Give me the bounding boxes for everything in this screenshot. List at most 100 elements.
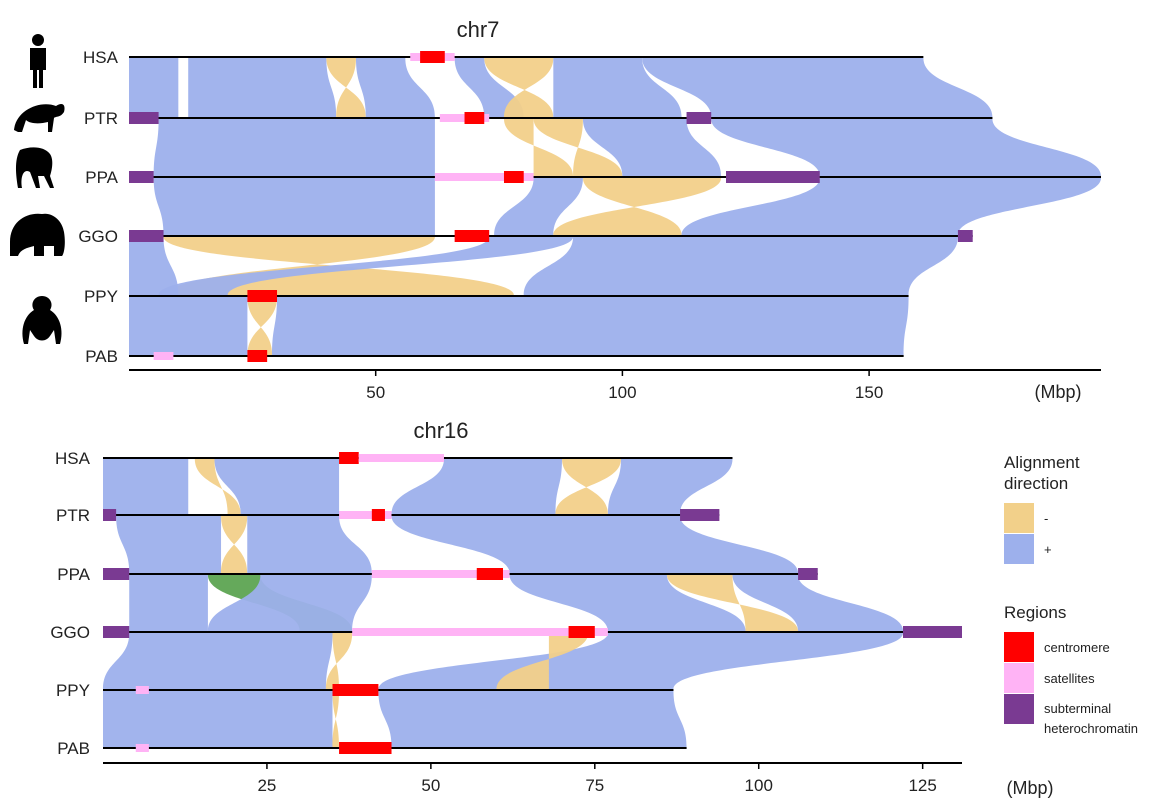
chr7-link-12: [711, 119, 1101, 176]
legend-label-satellites: satellites: [1044, 671, 1095, 686]
chr7-x-axis-label: (Mbp): [1034, 382, 1081, 402]
legend-swatch-plus: [1004, 534, 1034, 564]
chr16-link-3: [391, 459, 563, 514]
chr7-alignment-links: [129, 58, 1101, 355]
chr7-link-18: [129, 237, 179, 295]
chr7-PPA-region-satellites-1: [434, 173, 534, 181]
chr16-link-7: [221, 516, 248, 573]
human-icon: [30, 34, 46, 88]
chr7-link-19: [158, 237, 574, 295]
chr16-tick-label-100: 100: [745, 776, 773, 795]
chr7-track-label-HSA: HSA: [83, 48, 119, 67]
legend-swatch-centromere: [1004, 632, 1034, 662]
legend-label-centromere: centromere: [1044, 640, 1110, 655]
chr16-GGO-region-subterminal-3: [902, 626, 962, 638]
chr7-link-8: [153, 119, 435, 176]
chr7-track-label-PPA: PPA: [85, 168, 118, 187]
chr16-tracks: HSA PTR PPA GGO PPY PAB: [50, 449, 962, 758]
chr16-GGO-region-satellites-1: [352, 628, 608, 636]
gorilla-icon: [10, 213, 65, 256]
chr7-link-3: [355, 58, 435, 117]
legend-label-plus: +: [1044, 542, 1052, 557]
chr16-x-axis: 25 50 75 100 125: [103, 762, 962, 795]
chr16-link-10: [129, 575, 208, 631]
chr7-GGO-region-subterminal-0: [129, 230, 164, 242]
chr7-link-20: [523, 237, 958, 295]
species-icons: [10, 34, 65, 344]
chr7-link-6: [553, 58, 682, 117]
chr16-PTR-region-subterminal-0: [103, 509, 117, 521]
chr7-tracks: HSA PTR PPA GGO PPY PAB: [78, 48, 1101, 366]
chr7-link-2: [326, 58, 366, 117]
legend-swatch-subterminal: [1004, 694, 1034, 724]
chr7-tick-label-50: 50: [366, 383, 385, 402]
chr16-tick-label-125: 125: [908, 776, 936, 795]
chr16-tick-label-25: 25: [257, 776, 276, 795]
chr16-track-label-PAB: PAB: [57, 739, 90, 758]
chr7-link-9: [503, 119, 574, 176]
chr7-track-label-PAB: PAB: [85, 347, 118, 366]
legend-direction-title-line-2: direction: [1004, 474, 1068, 493]
chr7-link-16: [681, 178, 1101, 235]
chr16-link-22: [378, 691, 687, 747]
chr16-tick-label-75: 75: [585, 776, 604, 795]
chr16-track-label-HSA: HSA: [55, 449, 91, 468]
chr16-link-18: [378, 633, 903, 689]
chr7-tick-label-100: 100: [608, 383, 636, 402]
chr16-link-6: [116, 516, 222, 573]
chr16-PPA-region-subterminal-3: [798, 568, 818, 580]
chr7-tick-label-150: 150: [855, 383, 883, 402]
chr16-link-19: [496, 633, 589, 689]
chr7-PTR-region-subterminal-3: [686, 112, 712, 124]
chr16-link-0: [103, 459, 189, 514]
chr16-PPA-region-subterminal-0: [103, 568, 130, 580]
chr16-HSA-region-satellites-1: [358, 454, 444, 462]
chr7-HSA-region-centromere-1: [420, 51, 445, 63]
legend-regions-title: Regions: [1004, 603, 1066, 622]
chr7-link-14: [494, 178, 583, 235]
chr7-link-10: [533, 119, 623, 176]
chr16-link-5: [607, 459, 733, 514]
chr16-PTR-region-satellites-1: [339, 511, 392, 519]
chr7-GGO-region-centromere-1: [454, 230, 490, 242]
chr16-link-13: [509, 575, 746, 631]
chr7-link-4: [454, 58, 524, 117]
chr16-track-label-PPY: PPY: [56, 681, 90, 700]
chr16-PPA-region-centromere-2: [476, 568, 503, 580]
bonobo-icon: [16, 147, 54, 188]
chr7-panel: chr7 HSA PTR PPA GGO PPY PAB 50 100 150 (Mbp): [10, 17, 1101, 402]
chr16-title: chr16: [413, 418, 468, 443]
chr16-link-14: [666, 575, 799, 631]
chr16-panel: chr16 HSA PTR PPA GGO PPY PAB 25 50 75 100 125 (M…: [50, 418, 1053, 798]
chr7-link-11: [582, 119, 722, 176]
chr16-PTR-region-centromere-2: [371, 509, 385, 521]
chr16-link-16: [103, 633, 333, 689]
chr16-PPY-region-centromere-1: [332, 684, 379, 696]
chr7-link-13: [153, 178, 435, 235]
chr16-track-label-GGO: GGO: [50, 623, 90, 642]
chr16-HSA-region-centromere-0: [339, 452, 359, 464]
chr16-PPA-region-satellites-1: [371, 570, 510, 578]
chr7-link-1: [188, 58, 337, 117]
legend-direction-title-line-1: Alignment: [1004, 453, 1080, 472]
legend-swatch-minus: [1004, 503, 1034, 533]
chr16-PAB-region-centromere-1: [339, 742, 392, 754]
chr7-PPA-region-subterminal-3: [726, 171, 820, 183]
legend: Alignment direction - + Regions centrome…: [1004, 453, 1138, 736]
chr16-link-21: [332, 691, 340, 747]
orangutan-icon: [22, 296, 62, 344]
legend-direction-title: Alignment direction: [1004, 453, 1084, 493]
chr7-PTR-region-centromere-2: [464, 112, 485, 124]
chr16-link-20: [103, 691, 333, 747]
chr7-x-axis: 50 100 150: [129, 369, 1101, 402]
chr7-track-label-PPY: PPY: [84, 287, 118, 306]
legend-label-subterminal: subterminal heterochromatin: [1044, 701, 1138, 736]
chr7-GGO-region-subterminal-2: [957, 230, 973, 242]
chr16-PAB-region-satellites-0: [135, 744, 149, 752]
chr7-PAB-region-satellites-0: [153, 352, 174, 360]
chr16-PTR-region-subterminal-3: [680, 509, 720, 521]
chr16-link-9: [391, 516, 799, 573]
chr16-link-12: [207, 575, 372, 631]
chr7-track-label-PTR: PTR: [84, 109, 118, 128]
chr7-PTR-region-subterminal-0: [129, 112, 159, 124]
